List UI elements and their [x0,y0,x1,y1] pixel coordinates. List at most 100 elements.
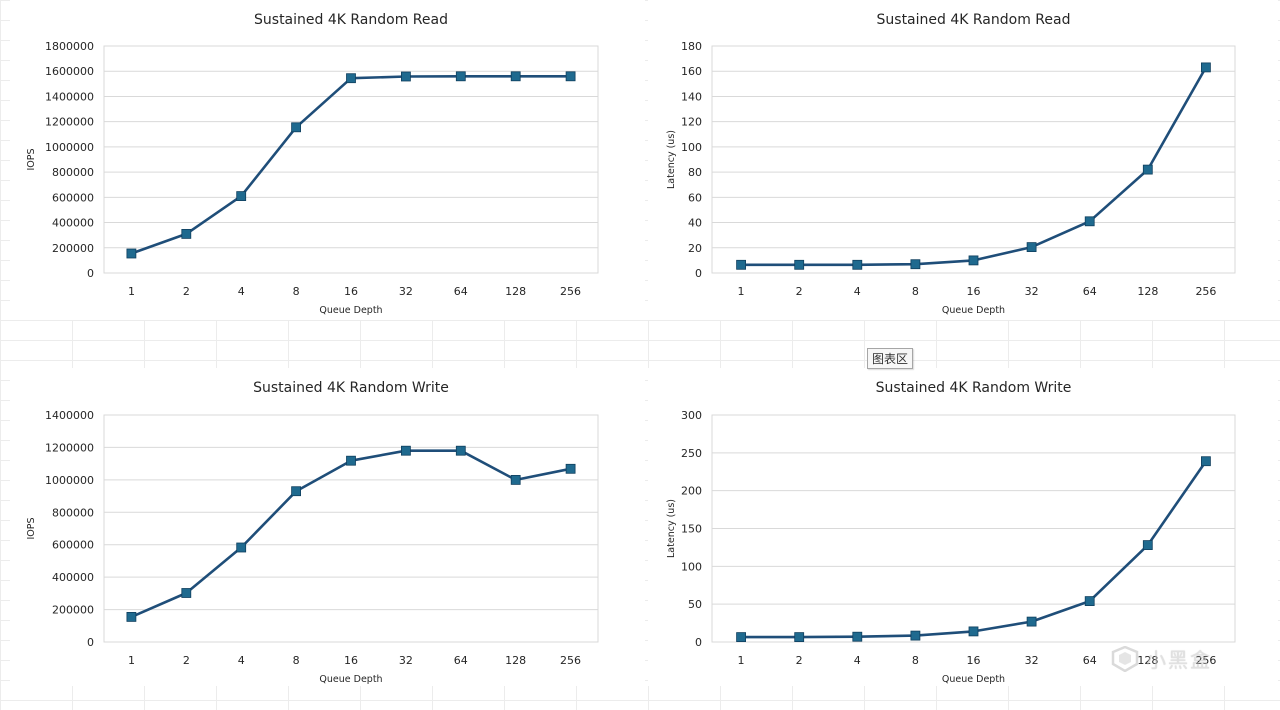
x-tick-label: 32 [1025,285,1039,298]
y-tick-label: 80 [688,166,702,179]
data-point-marker [455,445,466,456]
chart-title: Sustained 4K Random Write [253,380,449,396]
y-tick-label: 600000 [52,539,94,552]
data-point-marker [1084,596,1095,606]
x-tick-label: 4 [238,285,245,298]
y-axis-title: IOPS [26,517,37,539]
data-point-marker [968,626,979,637]
data-point-marker [565,71,576,82]
data-point-marker [181,588,192,598]
y-tick-label: 0 [87,636,94,649]
data-point-marker [181,228,192,239]
y-tick-label: 1400000 [45,409,94,422]
chart-2: Sustained 4K Random Read 0 20 40 60 80 100 120 1… [648,0,1278,320]
data-point-marker [455,71,466,82]
y-tick-label: 40 [688,217,702,230]
x-tick-label: 64 [454,654,468,667]
y-tick-label: 100 [681,141,702,154]
x-tick-label: 128 [505,285,526,298]
y-axis-title: Latency (us) [666,499,677,558]
data-point-marker [565,463,576,474]
chart-title: Sustained 4K Random Write [876,380,1072,396]
chart-panel-background [648,0,1278,320]
data-point-marker [510,474,521,485]
x-tick-label: 1 [128,654,135,667]
x-tick-label: 16 [967,654,981,667]
y-tick-label: 1000000 [45,474,94,487]
y-tick-label: 400000 [52,571,94,584]
x-tick-label: 32 [399,654,413,667]
y-tick-label: 1600000 [45,65,94,78]
x-tick-label: 128 [505,654,526,667]
data-point-marker [400,71,411,82]
watermark-text: 小黑盒 [1146,648,1212,672]
x-tick-label: 8 [293,654,300,667]
y-tick-label: 180 [681,40,702,53]
chart-title: Sustained 4K Random Read [254,12,448,28]
y-tick-label: 0 [695,267,702,280]
y-tick-label: 1200000 [45,116,94,129]
data-point-marker [794,632,805,642]
y-tick-label: 20 [688,242,702,255]
x-tick-label: 128 [1137,285,1158,298]
y-tick-label: 400000 [52,217,94,230]
data-point-marker [910,630,921,641]
y-tick-label: 600000 [52,191,94,204]
y-tick-label: 800000 [52,506,94,519]
y-axis-title: Latency (us) [666,130,677,189]
data-point-marker [1201,62,1211,73]
y-tick-label: 120 [681,116,702,129]
data-point-marker [794,259,805,270]
x-axis-title: Queue Depth [942,674,1005,685]
data-point-marker [1142,540,1153,550]
data-point-marker [236,191,247,202]
plot-area-frame [711,414,1236,643]
x-tick-label: 1 [738,654,745,667]
x-tick-label: 16 [344,654,358,667]
plot-area-frame [103,45,599,274]
x-tick-label: 16 [344,285,358,298]
x-tick-label: 1 [128,285,135,298]
data-point-marker [852,631,863,642]
chart-area-tooltip: 图表区 [867,348,914,369]
data-point-marker [1084,216,1095,227]
chart-panel-background [10,0,645,320]
x-tick-label: 256 [560,654,581,667]
data-point-marker [736,259,746,270]
x-tick-label: 64 [1083,654,1097,667]
x-tick-label: 2 [183,654,190,667]
y-tick-label: 200000 [52,242,94,255]
y-tick-label: 1400000 [45,90,94,103]
x-tick-label: 4 [854,285,861,298]
y-tick-label: 1200000 [45,441,94,454]
x-tick-label: 64 [454,285,468,298]
chart-panel-background [10,368,645,686]
x-axis-title: Queue Depth [319,305,382,316]
x-tick-label: 256 [1195,285,1216,298]
y-axis-title: IOPS [26,148,37,170]
y-tick-label: 140 [681,90,702,103]
data-point-marker [400,445,411,456]
x-tick-label: 256 [560,285,581,298]
x-tick-label: 8 [293,285,300,298]
x-tick-label: 64 [1083,285,1097,298]
plot-area-frame [103,414,599,643]
data-point-marker [346,455,356,466]
x-tick-label: 32 [399,285,413,298]
y-tick-label: 0 [695,636,702,649]
data-point-marker [510,71,521,82]
x-tick-label: 16 [967,285,981,298]
y-tick-label: 250 [681,447,702,460]
chart-title: Sustained 4K Random Read [877,12,1071,28]
plot-area-frame [711,45,1236,274]
x-tick-label: 128 [1137,654,1158,667]
data-point-marker [1201,456,1211,467]
watermark: 小黑盒 [1110,644,1212,673]
data-point-marker [126,612,137,622]
chart-1: Sustained 4K Random Read 0 200000 400000 600… [10,0,645,320]
data-point-marker [291,122,302,133]
x-tick-label: 4 [238,654,245,667]
y-tick-label: 1000000 [45,141,94,154]
data-point-marker [236,542,247,553]
data-point-marker [910,259,921,270]
